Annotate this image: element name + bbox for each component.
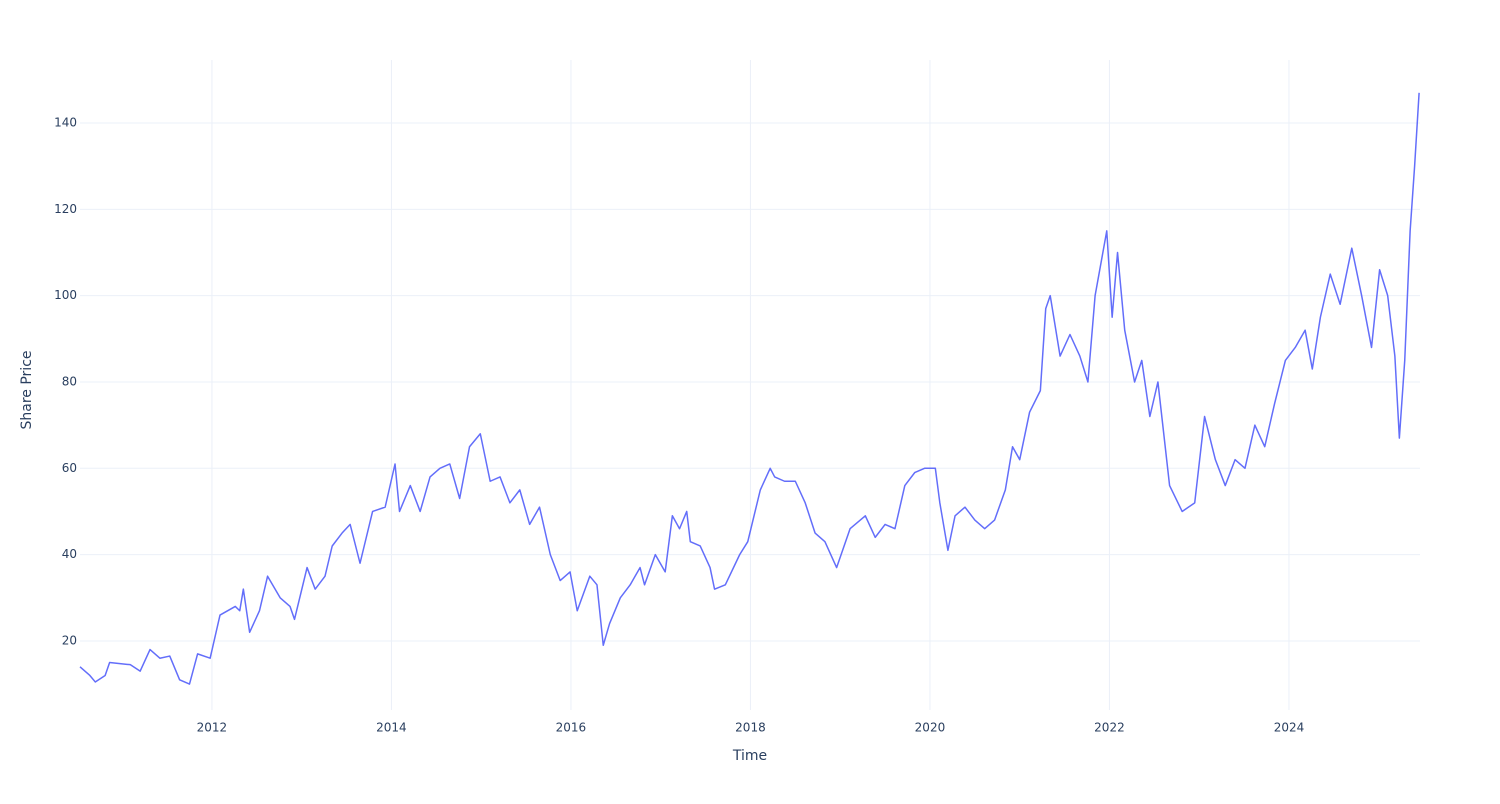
- price-line: [79, 92, 1420, 685]
- y-tick-label: 100: [54, 288, 77, 302]
- x-tick-label: 2016: [556, 721, 587, 735]
- x-tick-label: 2020: [915, 721, 946, 735]
- y-tick-label: 120: [54, 202, 77, 216]
- x-tick-label: 2014: [376, 721, 407, 735]
- y-tick-label: 20: [62, 633, 77, 647]
- y-tick-label: 80: [62, 374, 77, 388]
- y-tick-label: 140: [54, 116, 77, 130]
- y-tick-label: 60: [62, 461, 77, 475]
- y-tick-label: 40: [62, 547, 77, 561]
- x-tick-label: 2022: [1094, 721, 1125, 735]
- x-axis-title: Time: [732, 748, 767, 764]
- x-tick-label: 2018: [735, 721, 766, 735]
- x-tick-label: 2012: [197, 721, 228, 735]
- x-tick-label: 2024: [1274, 721, 1305, 735]
- y-axis-title: Share Price: [19, 350, 35, 429]
